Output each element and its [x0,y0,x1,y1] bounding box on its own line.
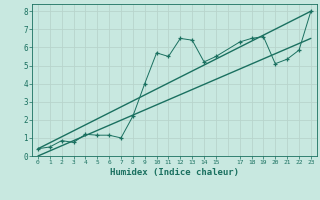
X-axis label: Humidex (Indice chaleur): Humidex (Indice chaleur) [110,168,239,177]
